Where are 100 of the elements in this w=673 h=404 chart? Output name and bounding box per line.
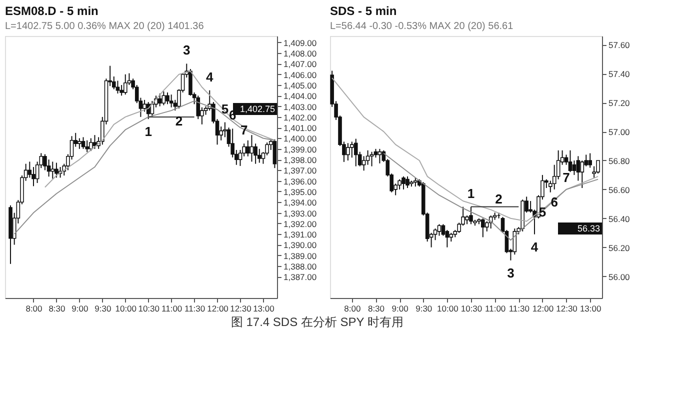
candlestick	[85, 140, 89, 153]
candlestick	[92, 134, 97, 150]
y-tick-label: 57.00	[608, 127, 630, 138]
candlestick	[166, 92, 170, 105]
x-tick-label: 12:30	[230, 304, 252, 314]
y-tick-label: 1,388.00	[284, 262, 317, 272]
x-tick-label: 11:30	[184, 304, 206, 314]
candlestick	[81, 136, 86, 150]
y-tick-label: 57.60	[608, 40, 630, 50]
annotation: 5	[538, 204, 546, 220]
candlestick	[362, 156, 366, 172]
annotation: 2	[495, 192, 502, 207]
candlestick	[568, 150, 572, 173]
x-tick-label: 13:00	[580, 304, 602, 314]
y-tick-label: 1,406.00	[284, 70, 317, 80]
line-series	[383, 152, 599, 241]
candlestick	[246, 140, 250, 157]
annotation: 4	[530, 239, 539, 254]
x-tick-label: 10:30	[138, 304, 160, 314]
x-tick-label: 11:00	[485, 304, 506, 314]
x-tick-label: 9:00	[392, 304, 409, 314]
candlestick	[89, 138, 93, 152]
annotation: 4	[206, 69, 214, 84]
ref-line-label: 56.33	[577, 224, 600, 234]
candlestick	[50, 161, 55, 180]
candlestick	[120, 84, 124, 96]
y-tick-label: 1,398.00	[284, 155, 317, 166]
candlestick	[481, 218, 485, 238]
y-tick-label: 1,404.00	[284, 91, 317, 102]
candlestick	[350, 141, 354, 158]
x-tick-label: 10:00	[437, 304, 459, 314]
candlestick	[123, 74, 128, 96]
y-tick-label: 56.80	[608, 156, 630, 166]
y-tick-label: 1,401.00	[284, 123, 317, 134]
y-tick-label: 1,394.00	[284, 198, 317, 208]
x-tick-label: 8:00	[344, 304, 361, 314]
y-tick-label: 1,397.00	[284, 166, 317, 176]
chart-subtitle: L=1402.75 5.00 0.36% MAX 20 (20) 1401.36	[5, 21, 204, 32]
x-tick-label: 10:00	[115, 304, 137, 314]
y-tick-label: 1,393.00	[284, 208, 317, 218]
y-tick-label: 56.20	[608, 242, 630, 253]
x-tick-label: 12:00	[207, 304, 229, 314]
candlestick	[162, 90, 166, 106]
candlestick	[346, 142, 350, 161]
y-tick-label: 1,390.00	[284, 240, 317, 250]
line-series	[44, 70, 276, 188]
candlestick	[406, 176, 410, 188]
y-tick-label: 56.00	[608, 272, 630, 282]
y-tick-label: 1,399.00	[284, 144, 317, 154]
chart-subtitle: L=56.44 -0.30 -0.53% MAX 20 (20) 56.61	[330, 21, 514, 32]
x-tick-label: 11:00	[162, 304, 182, 314]
annotation: 6	[550, 194, 558, 210]
x-tick-label: 11:30	[508, 304, 530, 314]
annotation: 3	[183, 42, 190, 58]
chart-title: SDS - 5 min	[330, 4, 397, 18]
annotation: 7	[240, 122, 248, 138]
candlestick	[596, 160, 600, 174]
y-tick-label: 1,392.00	[284, 218, 317, 229]
x-tick-label: 8:30	[48, 304, 66, 314]
candlestick	[354, 138, 358, 167]
x-tick-label: 8:00	[26, 304, 43, 314]
y-tick-label: 1,403.00	[284, 102, 317, 112]
caption: 图 17.4 SDS 在分析 SPY 时有用	[230, 315, 404, 329]
candlestick	[158, 93, 162, 107]
y-tick-label: 1,402.00	[284, 112, 317, 122]
annotation: 7	[562, 170, 570, 185]
candlestick	[142, 99, 146, 112]
y-tick-label: 1,405.00	[284, 80, 317, 90]
x-tick-label: 9:30	[94, 304, 112, 314]
candlestick	[146, 102, 150, 120]
x-tick-label: 10:30	[460, 304, 482, 314]
candlestick	[78, 138, 82, 150]
y-tick-label: 56.40	[608, 214, 630, 224]
y-tick-label: 1,408.00	[284, 48, 317, 59]
y-tick-label: 1,389.00	[284, 250, 317, 261]
candlestick	[378, 148, 382, 164]
y-tick-label: 1,396.00	[284, 176, 317, 186]
x-tick-label: 12:30	[556, 304, 578, 314]
annotation: 5	[221, 101, 229, 116]
candlestick	[402, 176, 406, 190]
x-tick-label: 13:00	[253, 304, 275, 314]
candlestick	[250, 134, 254, 162]
candlestick	[272, 138, 277, 169]
candlestick	[437, 224, 442, 236]
candlestick	[572, 160, 576, 176]
ref-line-label: 1,402.75	[240, 104, 275, 114]
y-tick-label: 1,400.00	[284, 134, 317, 144]
y-tick-label: 57.40	[608, 69, 630, 80]
y-tick-label: 1,387.00	[284, 272, 317, 282]
candlestick	[169, 94, 174, 108]
annotation: 1	[144, 124, 152, 140]
chart-title: ESM08.D - 5 min	[5, 4, 98, 18]
y-tick-label: 1,395.00	[284, 186, 317, 197]
candlestick	[445, 229, 450, 248]
y-tick-label: 57.20	[608, 98, 630, 108]
candlestick	[469, 206, 473, 225]
y-tick-label: 56.60	[608, 184, 630, 195]
candlestick	[588, 152, 592, 168]
y-tick-label: 1,409.00	[284, 38, 317, 48]
annotation: 2	[175, 113, 183, 128]
